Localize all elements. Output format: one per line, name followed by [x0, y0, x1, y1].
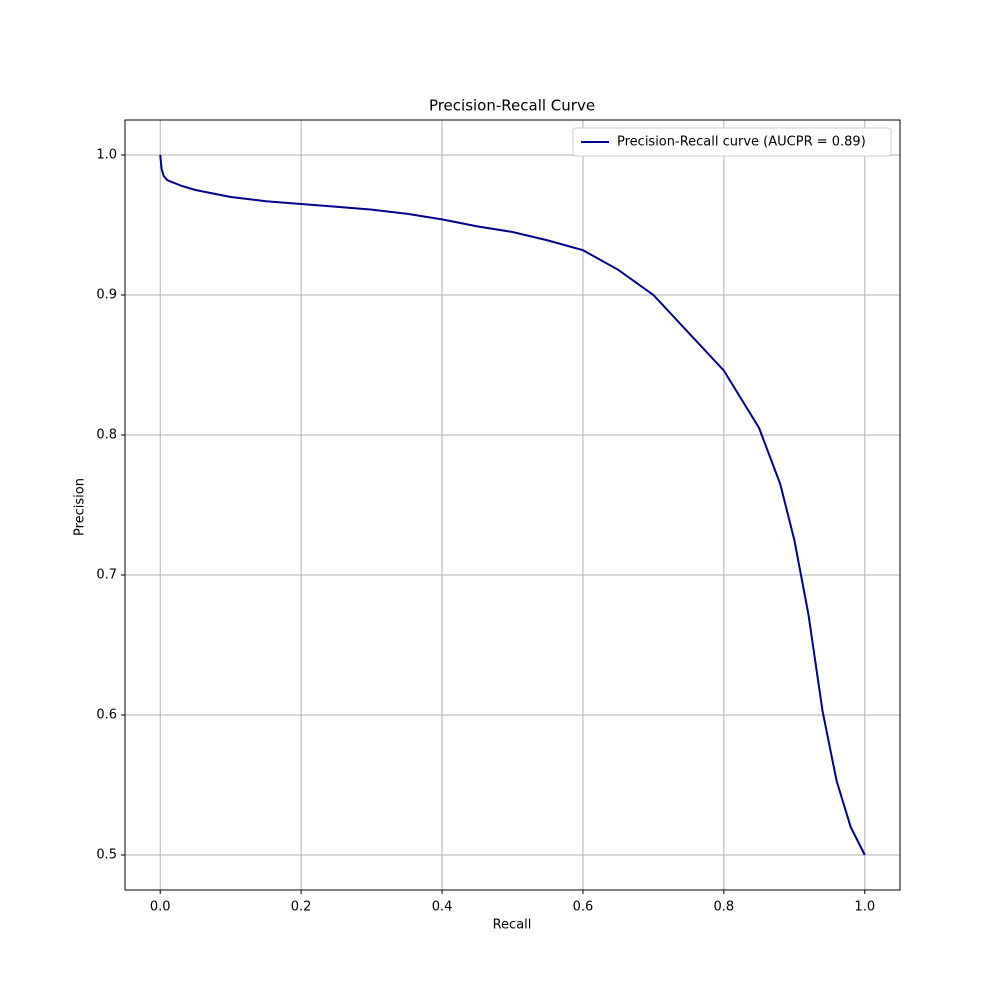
y-tick-label: 0.8: [96, 428, 117, 443]
x-tick-label: 0.8: [714, 900, 735, 915]
legend-box: [572, 127, 892, 157]
x-tick-label: 0.0: [150, 900, 171, 915]
y-tick-label: 0.7: [96, 568, 117, 583]
x-tick-label: 0.6: [573, 900, 594, 915]
y-tick-label: 1.0: [96, 148, 117, 163]
legend-label: Precision-Recall curve (AUCPR = 0.89): [617, 135, 866, 150]
line-series: [159, 154, 866, 856]
x-tick-label: 1.0: [854, 900, 875, 915]
y-tick-label: 0.5: [96, 848, 117, 863]
plot-frame: [124, 119, 901, 891]
chart-title: Precision-Recall Curve: [429, 97, 595, 115]
x-tick-label: 0.2: [291, 900, 312, 915]
y-axis-label: Precision: [73, 478, 88, 536]
y-tick-label: 0.9: [96, 288, 117, 303]
x-tick-label: 0.4: [432, 900, 453, 915]
x-axis-label: Recall: [493, 918, 532, 933]
y-tick-label: 0.6: [96, 708, 117, 723]
